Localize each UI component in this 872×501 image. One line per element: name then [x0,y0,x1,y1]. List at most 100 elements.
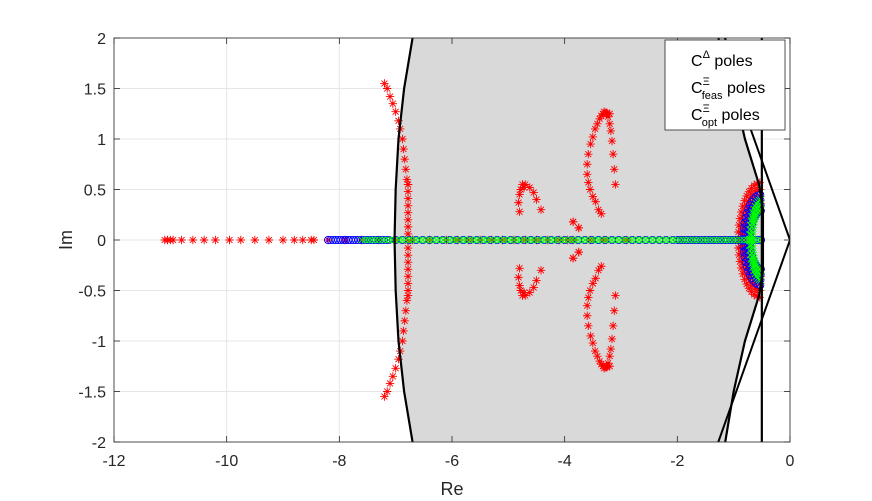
cross-marker [513,236,521,244]
cross-marker [520,236,528,244]
asterisk-marker [736,263,746,273]
asterisk-marker [588,279,598,288]
asterisk-marker [584,149,593,159]
cross-marker [507,236,515,244]
cross-marker [723,236,731,244]
cross-marker [395,236,403,244]
cross-marker [753,262,761,270]
asterisk-marker [574,247,583,257]
cross-marker [375,236,383,244]
asterisk-marker [498,235,507,245]
cross-marker [615,236,623,244]
cross-marker [402,236,410,244]
cross-marker [490,236,498,244]
cross-marker [564,236,572,244]
asterisk-marker [515,281,524,290]
asterisk-marker [742,191,751,201]
cross-marker [754,264,762,272]
cross-marker [713,236,721,244]
asterisk-marker [586,139,595,149]
asterisk-marker [400,316,409,325]
asterisk-marker [747,184,756,193]
cross-marker [662,236,670,244]
asterisk-marker [453,235,462,245]
legend-entry: CΔ poles [691,49,753,70]
asterisk-marker [593,119,602,129]
asterisk-marker [752,179,762,188]
asterisk-marker [403,229,413,239]
asterisk-marker [514,273,523,282]
asterisk-marker [403,286,413,295]
cross-marker [398,236,406,244]
cross-marker [588,236,596,244]
cross-marker [748,235,756,243]
cross-marker [496,236,504,244]
cross-marker [456,236,464,244]
asterisk-marker [403,222,413,232]
axis-ticks: -12 -10 -8 -6 -4 -2 0 -2 -1.5 -1 -0.5 0 0.5 1 1.5 2 [78,31,794,470]
cross-marker [551,236,559,244]
x-tick-label: -10 [215,453,238,470]
asterisk-marker [516,286,525,295]
asterisk-marker [583,170,592,179]
x-tick-label: -6 [445,453,459,470]
asterisk-marker [236,235,245,245]
cross-marker [733,236,741,244]
cross-marker [706,236,714,244]
asterisk-marker [742,279,751,289]
asterisk-marker [594,266,603,275]
cross-marker [405,236,413,244]
asterisk-marker [290,235,299,245]
asterisk-marker [402,175,412,184]
cross-marker [754,208,762,216]
asterisk-marker [608,321,618,331]
cross-marker [642,236,650,244]
cross-marker [415,236,423,244]
cross-marker [480,236,488,244]
cross-marker [736,236,744,244]
asterisk-marker [487,235,496,245]
cross-marker [523,236,532,244]
x-tick-label: 0 [786,453,795,470]
cross-marker [476,236,484,244]
asterisk-marker [515,264,524,273]
cross-marker [659,236,667,244]
asterisk-marker [402,296,412,305]
cross-marker [598,236,606,244]
asterisk-marker [740,275,749,284]
asterisk-marker [602,109,611,118]
asterisk-marker [743,210,752,219]
asterisk-marker [622,235,631,245]
cross-marker [699,236,707,244]
cross-marker [446,236,454,244]
asterisk-marker [403,215,413,224]
asterisk-marker [388,99,398,108]
asterisk-marker [568,217,578,227]
asterisk-marker [585,185,595,194]
cross-marker [581,236,589,244]
cross-marker [751,257,759,265]
circle-marker [379,235,388,245]
legend-entry: CΞ opt poles [691,103,760,129]
asterisk-marker [591,197,600,206]
asterisk-marker [606,344,616,354]
asterisk-marker [583,311,592,320]
asterisk-marker [607,136,617,146]
asterisk-marker [734,220,744,230]
cross-marker [696,236,704,244]
asterisk-marker [521,180,530,189]
asterisk-marker [515,207,524,216]
cross-marker [503,236,511,244]
cross-marker [679,236,687,244]
asterisk-marker [591,274,600,283]
asterisk-marker [737,242,746,252]
asterisk-marker [597,111,606,120]
asterisk-marker [595,114,604,123]
asterisk-marker [597,262,606,271]
asterisk-marker [740,196,749,205]
asterisk-marker [403,250,413,260]
cross-marker [540,236,548,244]
asterisk-marker [744,284,754,293]
asterisk-marker [403,180,413,189]
